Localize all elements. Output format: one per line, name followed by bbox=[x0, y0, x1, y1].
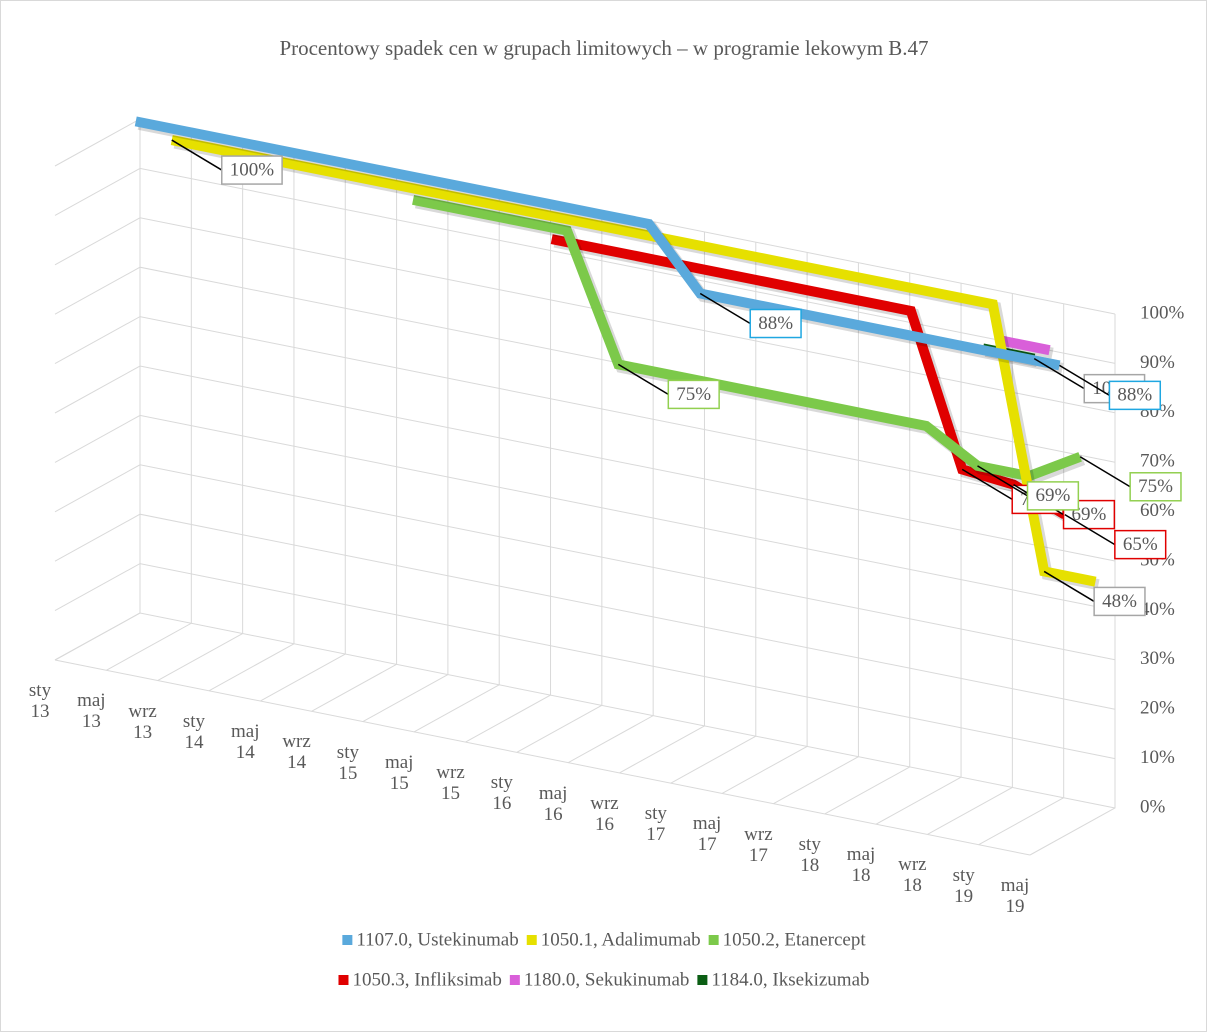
x-tick-label: wrz 14 bbox=[282, 731, 311, 774]
data-label-box bbox=[1093, 586, 1146, 617]
y-tick-label: 70% bbox=[1140, 451, 1175, 472]
x-tick-label: maj 16 bbox=[538, 782, 568, 825]
chart-title: Procentowy spadek cen w grupach limitowy… bbox=[279, 36, 928, 60]
data-label-box bbox=[1108, 380, 1162, 411]
legend-label: 1184.0, Iksekizumab bbox=[711, 969, 869, 990]
label-leader bbox=[617, 363, 669, 396]
data-label-box bbox=[667, 379, 720, 410]
legend-label: 1180.0, Sekukinumab bbox=[524, 969, 690, 990]
legend-swatch bbox=[342, 935, 353, 945]
y-tick-label: 100% bbox=[1140, 302, 1185, 323]
data-label: 65% bbox=[1123, 534, 1158, 555]
x-tick-label: sty 14 bbox=[182, 710, 206, 753]
x-tick-label: sty 17 bbox=[644, 803, 667, 846]
x-tick-label: maj 14 bbox=[231, 721, 260, 764]
legend-swatch bbox=[526, 935, 537, 945]
category-grid-line bbox=[721, 252, 808, 794]
legend-label: 1050.2, Etanercept bbox=[723, 929, 867, 950]
label-leader bbox=[1033, 358, 1085, 390]
x-tick-label: wrz 18 bbox=[898, 854, 927, 897]
category-grid-line bbox=[978, 303, 1065, 846]
y-tick-label: 90% bbox=[1140, 352, 1175, 373]
legend-swatch bbox=[708, 935, 719, 945]
x-tick-label: maj 13 bbox=[77, 690, 106, 733]
category-grid-line bbox=[516, 211, 603, 753]
y-tick-label: 10% bbox=[1140, 747, 1175, 768]
x-tick-label: maj 19 bbox=[1000, 875, 1030, 917]
data-label-box bbox=[1129, 472, 1182, 502]
category-grid-line bbox=[54, 119, 141, 661]
data-label: 88% bbox=[758, 313, 793, 334]
category-grid-line bbox=[927, 293, 1013, 835]
data-label: 100% bbox=[230, 159, 275, 180]
category-grid-line bbox=[157, 139, 244, 681]
x-tick-label: wrz 15 bbox=[436, 762, 465, 805]
category-grid-line bbox=[362, 180, 449, 723]
data-label: 69% bbox=[1072, 504, 1107, 525]
data-label: 48% bbox=[1102, 591, 1137, 612]
label-leader bbox=[961, 468, 1013, 501]
category-grid-line bbox=[670, 242, 757, 784]
series-line bbox=[550, 234, 1068, 519]
label-leader bbox=[1079, 456, 1131, 488]
label-leader bbox=[977, 465, 1028, 497]
legend-label: 1050.1, Adalimumab bbox=[541, 929, 701, 950]
legend-swatch bbox=[509, 975, 520, 985]
x-tick-label: maj 18 bbox=[846, 844, 876, 887]
series-line bbox=[134, 116, 1061, 371]
series-line bbox=[997, 335, 1051, 356]
category-grid-line bbox=[773, 262, 859, 805]
category-grid-line bbox=[311, 170, 398, 712]
category-grid-line bbox=[260, 160, 346, 702]
legend-swatch bbox=[697, 975, 708, 985]
x-tick-label: sty 15 bbox=[336, 741, 359, 784]
data-label-box bbox=[1114, 529, 1167, 560]
legend-swatch bbox=[338, 975, 349, 985]
data-label-box bbox=[221, 155, 283, 185]
category-grid-line bbox=[1029, 314, 1116, 856]
y-tick-label: 30% bbox=[1140, 648, 1175, 669]
data-label: 75% bbox=[676, 384, 711, 405]
legend-label: 1107.0, Ustekinumab bbox=[356, 929, 518, 950]
x-tick-label: wrz 17 bbox=[744, 823, 773, 866]
x-tick-label: sty 19 bbox=[952, 864, 975, 907]
y-tick-label: 20% bbox=[1140, 698, 1175, 719]
x-tick-label: sty 13 bbox=[28, 680, 52, 722]
category-grid-line bbox=[413, 190, 500, 733]
label-leader bbox=[1059, 364, 1110, 397]
category-grid-line bbox=[824, 272, 911, 815]
category-grid-line bbox=[106, 129, 192, 671]
x-tick-label: maj 17 bbox=[692, 813, 722, 856]
data-label-box bbox=[1026, 481, 1080, 511]
floor-front-edge bbox=[54, 659, 1031, 856]
data-label-box bbox=[749, 308, 802, 339]
x-tick-label: maj 15 bbox=[384, 751, 414, 794]
x-tick-label: sty 16 bbox=[490, 772, 513, 815]
label-leader bbox=[1043, 570, 1095, 603]
x-tick-label: wrz 16 bbox=[590, 792, 619, 835]
series-line bbox=[412, 194, 1082, 482]
label-leader bbox=[699, 292, 751, 325]
y-tick-label: 60% bbox=[1140, 500, 1175, 521]
label-leader bbox=[1064, 513, 1116, 546]
data-label: 69% bbox=[1036, 485, 1071, 506]
y-tick-label: 40% bbox=[1140, 599, 1175, 620]
y-tick-label: 0% bbox=[1140, 796, 1166, 817]
category-grid-line bbox=[567, 221, 654, 764]
x-tick-label: sty 18 bbox=[798, 833, 821, 876]
label-leader bbox=[171, 139, 223, 171]
data-label: 88% bbox=[1117, 385, 1152, 406]
category-grid-line bbox=[465, 201, 552, 743]
x-tick-label: wrz 13 bbox=[128, 700, 157, 743]
legend-label: 1050.3, Infliksimab bbox=[352, 969, 501, 990]
data-label: 75% bbox=[1138, 476, 1173, 497]
category-grid-line bbox=[208, 149, 295, 692]
series-line bbox=[170, 135, 1097, 587]
